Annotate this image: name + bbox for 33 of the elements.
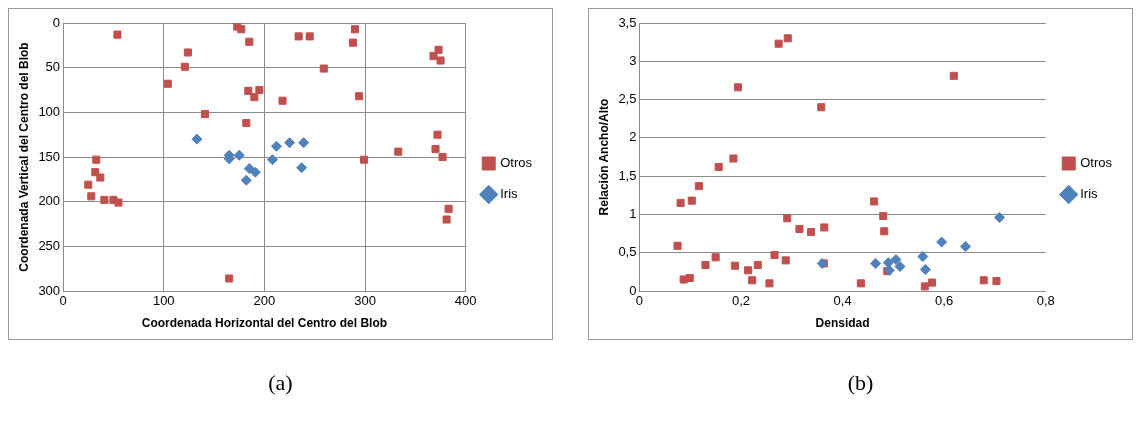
x-tick-label: 0,2: [731, 293, 751, 309]
x-tick-label: 0,4: [833, 293, 852, 309]
y-tick-label: 0: [629, 282, 637, 298]
y-tick-label: 3: [629, 52, 637, 68]
text: (b): [846, 370, 875, 396]
y-axis-title: Coordenada Vertical del Centro del Blob: [16, 42, 31, 272]
x-axis-title: Coordenada Horizontal del Centro del Blob: [141, 316, 388, 331]
y-tick-label: 1: [629, 206, 637, 222]
y-tick-label: 300: [38, 282, 61, 298]
x-tick-label: 0,6: [935, 293, 954, 309]
y-tick-label: 0,5: [618, 244, 637, 260]
y-tick-label: 150: [38, 148, 61, 164]
legend-label: Iris: [500, 186, 519, 202]
y-tick-label: 1,5: [618, 167, 637, 183]
y-tick-label: 2: [629, 129, 637, 145]
y-tick-label: 3,5: [618, 14, 637, 30]
y-tick-label: 50: [45, 59, 61, 75]
y-tick-label: 250: [38, 237, 61, 253]
legend-label: Iris: [1080, 186, 1099, 202]
y-tick-label: 100: [38, 103, 61, 119]
text: (a): [267, 370, 294, 396]
x-tick-label: 300: [354, 293, 376, 309]
legend-label: Otros: [500, 155, 533, 171]
y-tick-label: 0: [52, 14, 61, 30]
y-tick-label: 200: [38, 193, 61, 209]
x-tick-label: 200: [253, 293, 276, 309]
legend-label: Otros: [1080, 155, 1113, 171]
y-axis-title: Relación Ancho/Alto: [596, 98, 611, 216]
x-tick-label: 400: [454, 293, 477, 309]
x-tick-label: 0,8: [1036, 293, 1055, 309]
y-tick-label: 2,5: [618, 91, 637, 107]
x-axis-title: Densidad: [815, 316, 870, 331]
x-tick-label: 100: [152, 293, 175, 309]
